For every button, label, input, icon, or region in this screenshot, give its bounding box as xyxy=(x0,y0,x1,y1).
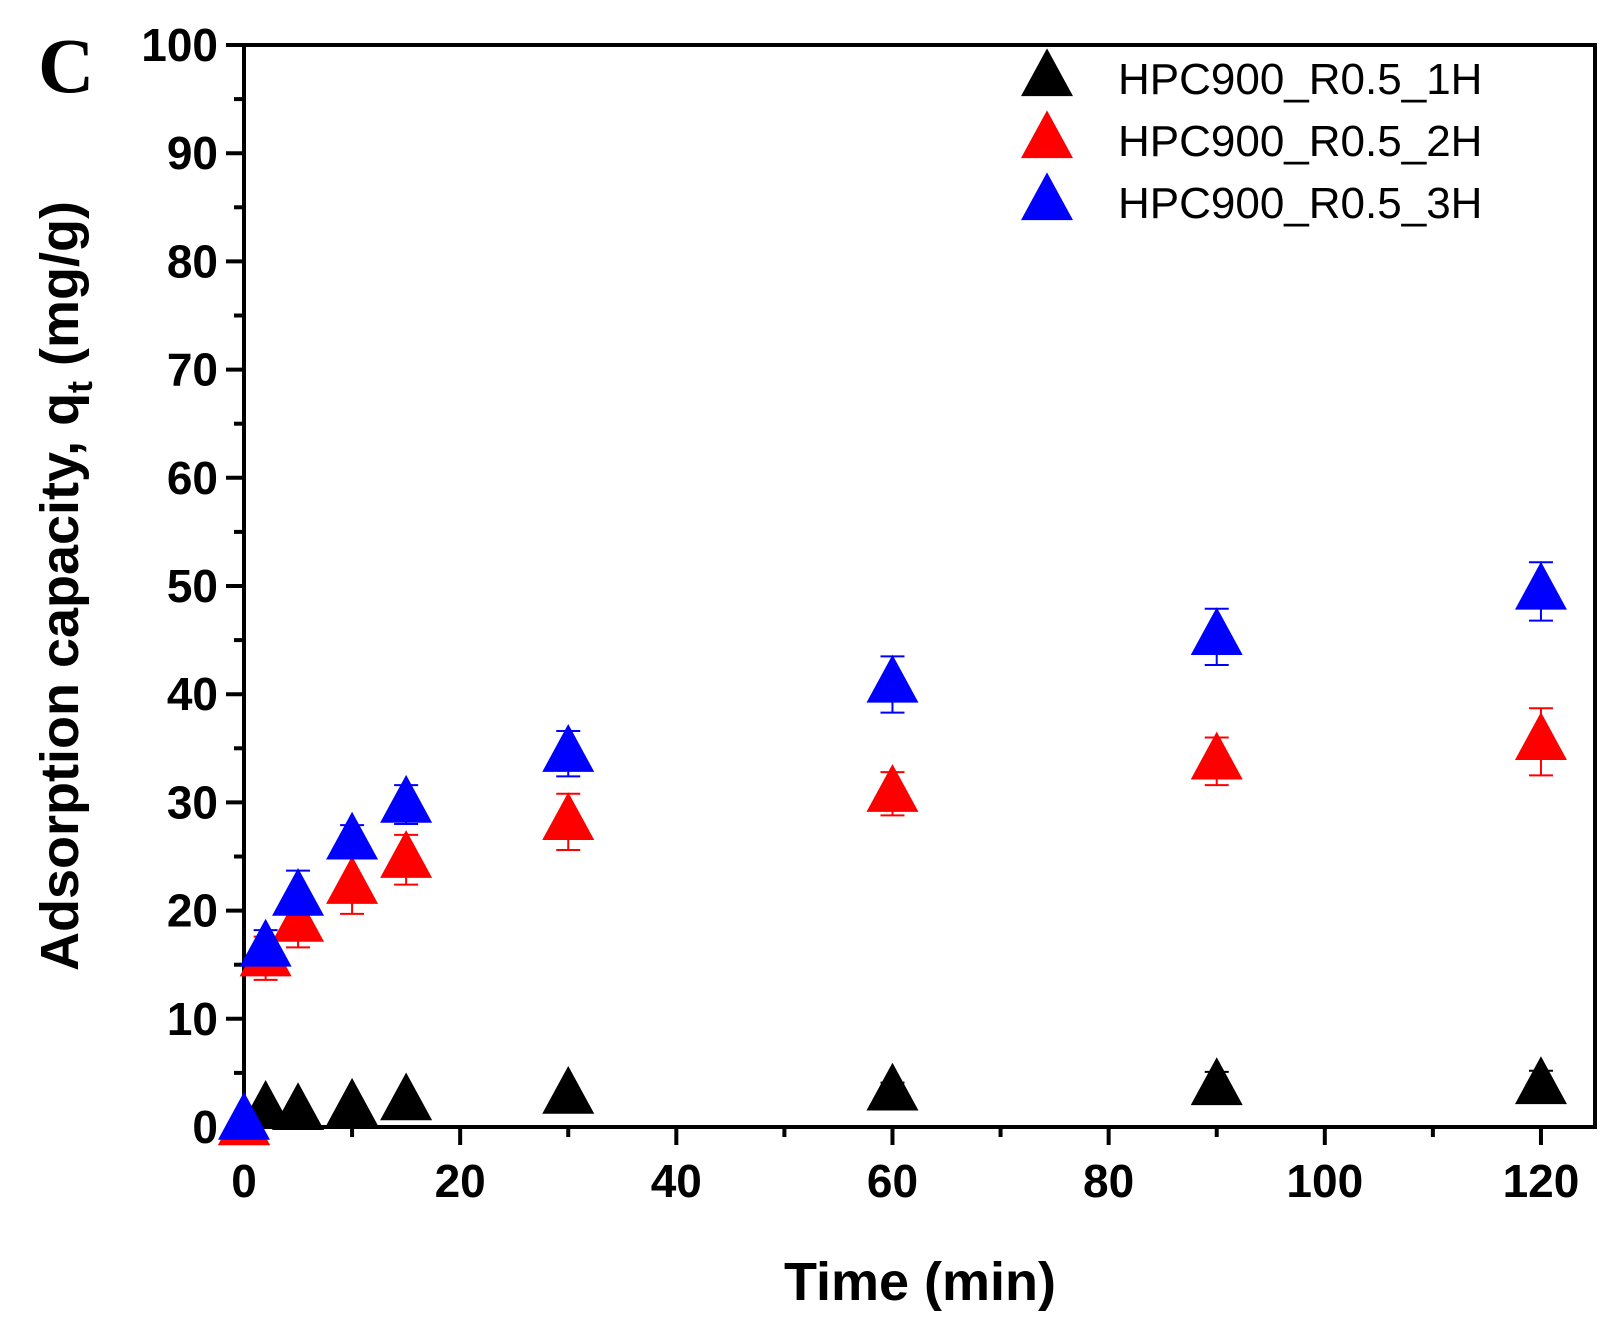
y-axis-title-subscript: t xyxy=(59,381,100,393)
point-series-3 xyxy=(218,1091,270,1140)
point-series-3 xyxy=(239,918,292,967)
point-series-1 xyxy=(1514,1056,1567,1105)
error-bars xyxy=(253,561,1553,1118)
point-series-2 xyxy=(380,830,433,878)
point-series-2 xyxy=(866,764,919,812)
x-tick-label: 0 xyxy=(231,1155,257,1207)
point-series-2 xyxy=(326,856,379,904)
point-series-2 xyxy=(1190,731,1243,780)
y-tick-label: 60 xyxy=(167,452,218,504)
legend-marker-1 xyxy=(1021,48,1073,97)
point-series-2 xyxy=(542,792,595,841)
y-tick-label: 0 xyxy=(192,1101,218,1153)
x-tick-label: 80 xyxy=(1083,1155,1134,1207)
y-tick-label: 90 xyxy=(167,127,218,179)
y-axis-title-unit: (mg/g) xyxy=(30,201,90,381)
data-points xyxy=(218,561,1567,1146)
legend-marker-2 xyxy=(1021,110,1073,159)
panel-label: C xyxy=(38,22,94,109)
legend-label-2: HPC900_R0.5_2H xyxy=(1118,117,1482,166)
point-series-3 xyxy=(1514,561,1567,610)
y-tick-label: 30 xyxy=(167,776,218,828)
point-series-1 xyxy=(1190,1057,1243,1106)
legend-marker-3 xyxy=(1021,172,1073,221)
y-tick-label: 50 xyxy=(167,560,218,612)
legend-label-1: HPC900_R0.5_1H xyxy=(1118,55,1482,104)
point-series-3 xyxy=(272,867,325,916)
point-series-1 xyxy=(866,1062,919,1111)
point-series-3 xyxy=(326,811,379,860)
y-tick-label: 10 xyxy=(167,993,218,1045)
y-tick-label: 70 xyxy=(167,344,218,396)
x-tick-label: 120 xyxy=(1503,1155,1580,1207)
y-axis-ticks: 0 10 20 30 40 50 60 70 80 90 100 xyxy=(141,19,244,1153)
x-tick-label: 60 xyxy=(867,1155,918,1207)
point-series-1 xyxy=(380,1072,433,1121)
point-series-2 xyxy=(1514,712,1567,760)
x-tick-label: 40 xyxy=(651,1155,702,1207)
y-axis-title: Adsorption capacity, qt (mg/g) xyxy=(30,201,100,971)
point-series-1 xyxy=(326,1077,379,1126)
x-tick-label: 20 xyxy=(435,1155,486,1207)
point-series-3 xyxy=(866,654,919,703)
point-series-3 xyxy=(380,774,433,823)
y-tick-label: 80 xyxy=(167,235,218,287)
legend-label-3: HPC900_R0.5_3H xyxy=(1118,179,1482,228)
point-series-3 xyxy=(1190,607,1243,656)
point-series-1 xyxy=(272,1082,325,1131)
y-axis-title-main: Adsorption capacity, q xyxy=(30,393,90,971)
legend: HPC900_R0.5_1H HPC900_R0.5_2H HPC900_R0.5_… xyxy=(1021,48,1482,228)
x-axis-title: Time (min) xyxy=(784,1252,1056,1312)
point-series-1 xyxy=(542,1065,595,1114)
y-tick-label: 20 xyxy=(167,885,218,937)
point-series-3 xyxy=(542,724,595,772)
point-series-2 xyxy=(272,893,325,942)
x-tick-label: 100 xyxy=(1286,1155,1363,1207)
y-tick-label: 40 xyxy=(167,668,218,720)
x-axis-ticks: 0 20 40 60 80 100 120 xyxy=(231,1127,1579,1207)
y-tick-label: 100 xyxy=(141,19,218,71)
